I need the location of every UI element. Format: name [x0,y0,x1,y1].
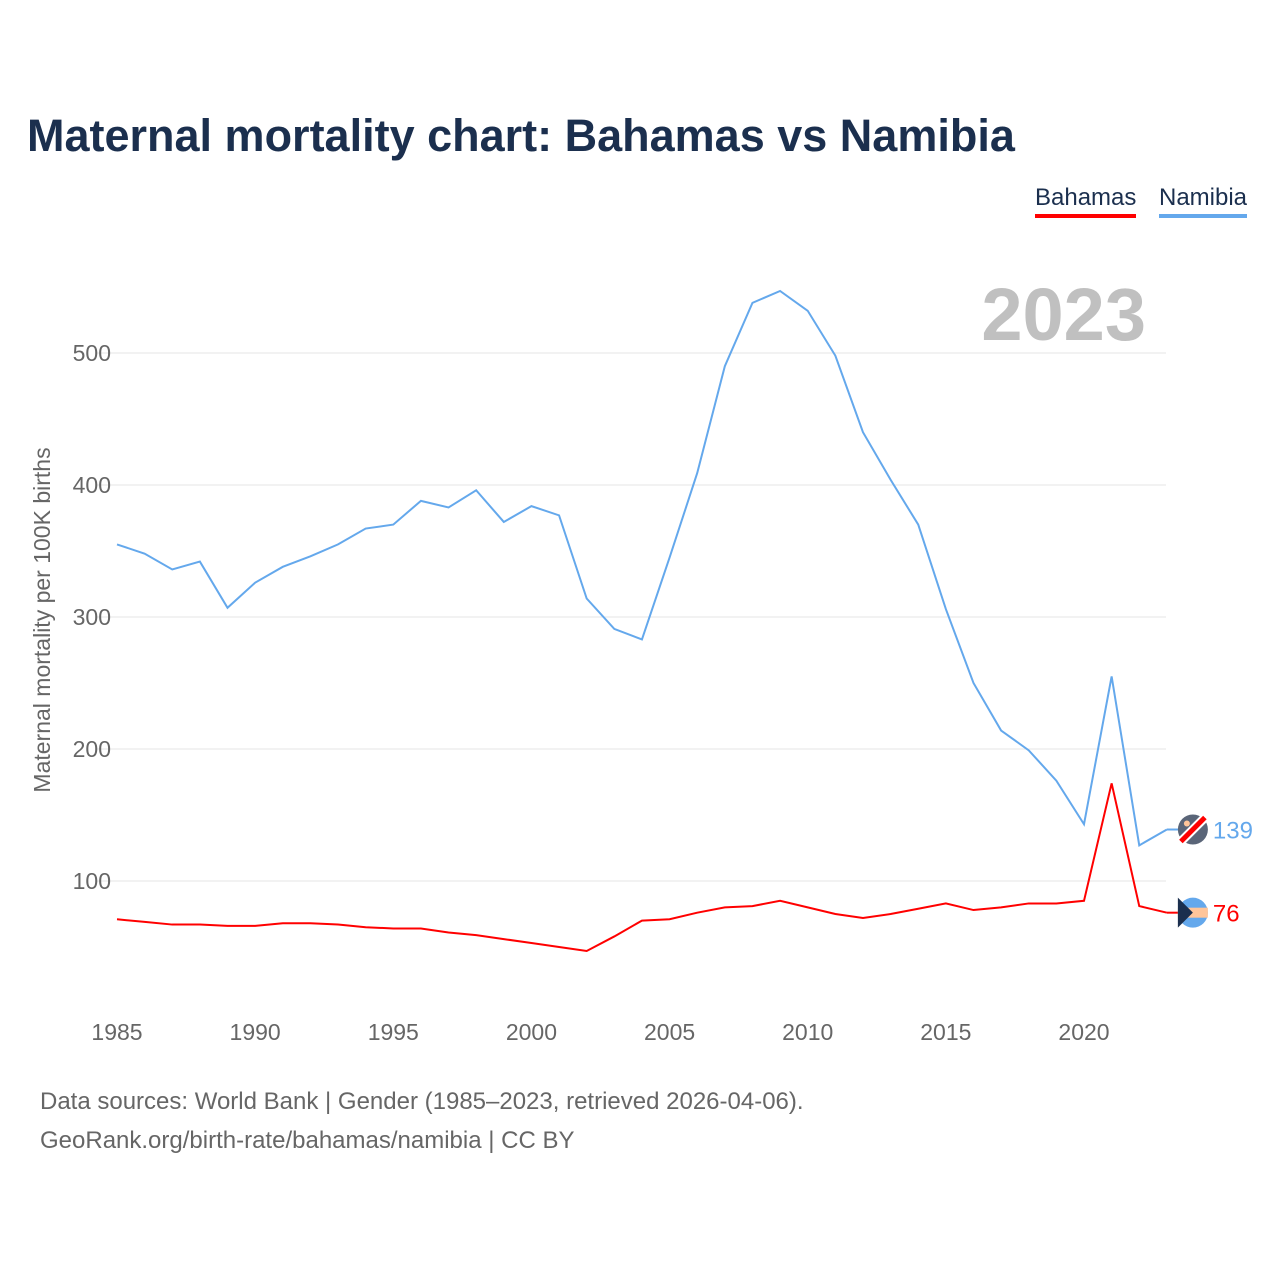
series-line-namibia [116,289,1168,847]
bahamas-flag-icon [1177,897,1208,928]
x-tick-label: 2010 [782,1019,833,1045]
line-chart: 100 200 300 400 500 1985 1990 1995 2000 2005 2010 2… [29,273,1253,1045]
x-tick-label: 2020 [1058,1019,1109,1045]
y-axis-label: Maternal mortality per 100K births [29,447,55,792]
source-note: Data sources: World Bank | Gender (1985–… [40,1088,804,1115]
y-tick-label: 100 [73,868,111,894]
x-tick-label: 2000 [506,1019,557,1045]
legend-namibia[interactable]: Namibia [1159,184,1248,218]
source-url[interactable]: GeoRank.org/birth-rate/bahamas/namibia |… [40,1127,575,1154]
x-tick-label: 1985 [91,1019,142,1045]
year-watermark: 2023 [981,273,1146,356]
chart-title: Maternal mortality chart: Bahamas vs Nam… [27,110,1015,161]
namibia-flag-icon [1177,814,1209,845]
legend-bahamas[interactable]: Bahamas [1035,184,1137,218]
series-line-bahamas [116,783,1168,952]
y-tick-label: 400 [73,472,111,498]
x-tick-label: 1990 [230,1019,281,1045]
end-value-label: 139 [1213,818,1253,845]
y-tick-label: 300 [73,604,111,630]
end-value-label: 76 [1213,901,1240,928]
x-tick-label: 2015 [920,1019,971,1045]
y-tick-label: 200 [73,736,111,762]
y-tick-label: 500 [73,340,111,366]
x-tick-label: 2005 [644,1019,695,1045]
x-tick-label: 1995 [368,1019,419,1045]
